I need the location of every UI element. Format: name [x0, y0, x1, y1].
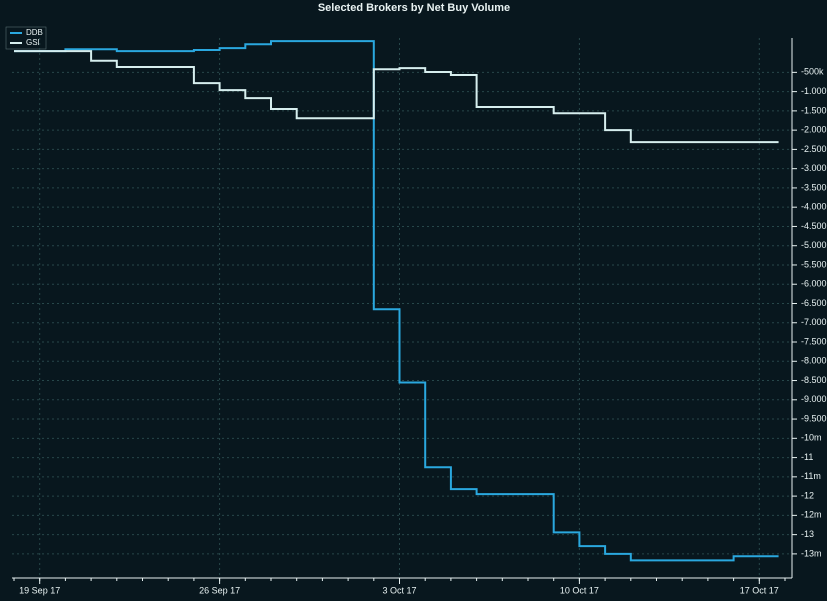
y-tick-label: -6.000 [801, 279, 827, 289]
x-tick-label: 26 Sep 17 [199, 585, 240, 595]
x-tick-label: 17 Oct 17 [740, 585, 779, 595]
legend-label: DDB [26, 28, 43, 37]
y-tick-label: -500k [801, 67, 824, 77]
y-tick-label: -5.500 [801, 259, 827, 269]
y-tick-label: -4.500 [801, 221, 827, 231]
y-tick-label: -1.000 [801, 86, 827, 96]
y-tick-label: -7.000 [801, 317, 827, 327]
y-tick-label: -13m [801, 548, 822, 558]
legend-label: GSI [26, 38, 40, 47]
y-tick-label: -13 [801, 529, 814, 539]
series-line [14, 50, 779, 144]
y-tick-label: -9.500 [801, 413, 827, 423]
series-line [14, 40, 779, 562]
y-tick-label: -12m [801, 510, 822, 520]
y-tick-label: -11 [801, 452, 813, 462]
y-tick-label: -6.500 [801, 298, 827, 308]
y-tick-label: -8.000 [801, 356, 827, 366]
x-tick-label: 19 Sep 17 [19, 585, 60, 595]
y-tick-label: -9.000 [801, 394, 827, 404]
x-tick-label: 10 Oct 17 [560, 585, 599, 595]
y-tick-label: -2.000 [801, 125, 827, 135]
x-tick-label: 3 Oct 17 [382, 585, 416, 595]
y-tick-label: -10m [801, 433, 822, 443]
y-tick-label: -5.000 [801, 240, 827, 250]
y-tick-label: -7.500 [801, 336, 827, 346]
y-tick-label: -1.500 [801, 105, 827, 115]
y-tick-label: -11m [801, 471, 821, 481]
y-tick-label: -2.500 [801, 144, 827, 154]
y-tick-label: -3.000 [801, 163, 827, 173]
y-tick-label: -4.000 [801, 202, 827, 212]
y-tick-label: -12 [801, 490, 814, 500]
y-tick-label: -8.500 [801, 375, 827, 385]
chart-title: Selected Brokers by Net Buy Volume [318, 2, 510, 14]
y-tick-label: -3.500 [801, 182, 827, 192]
